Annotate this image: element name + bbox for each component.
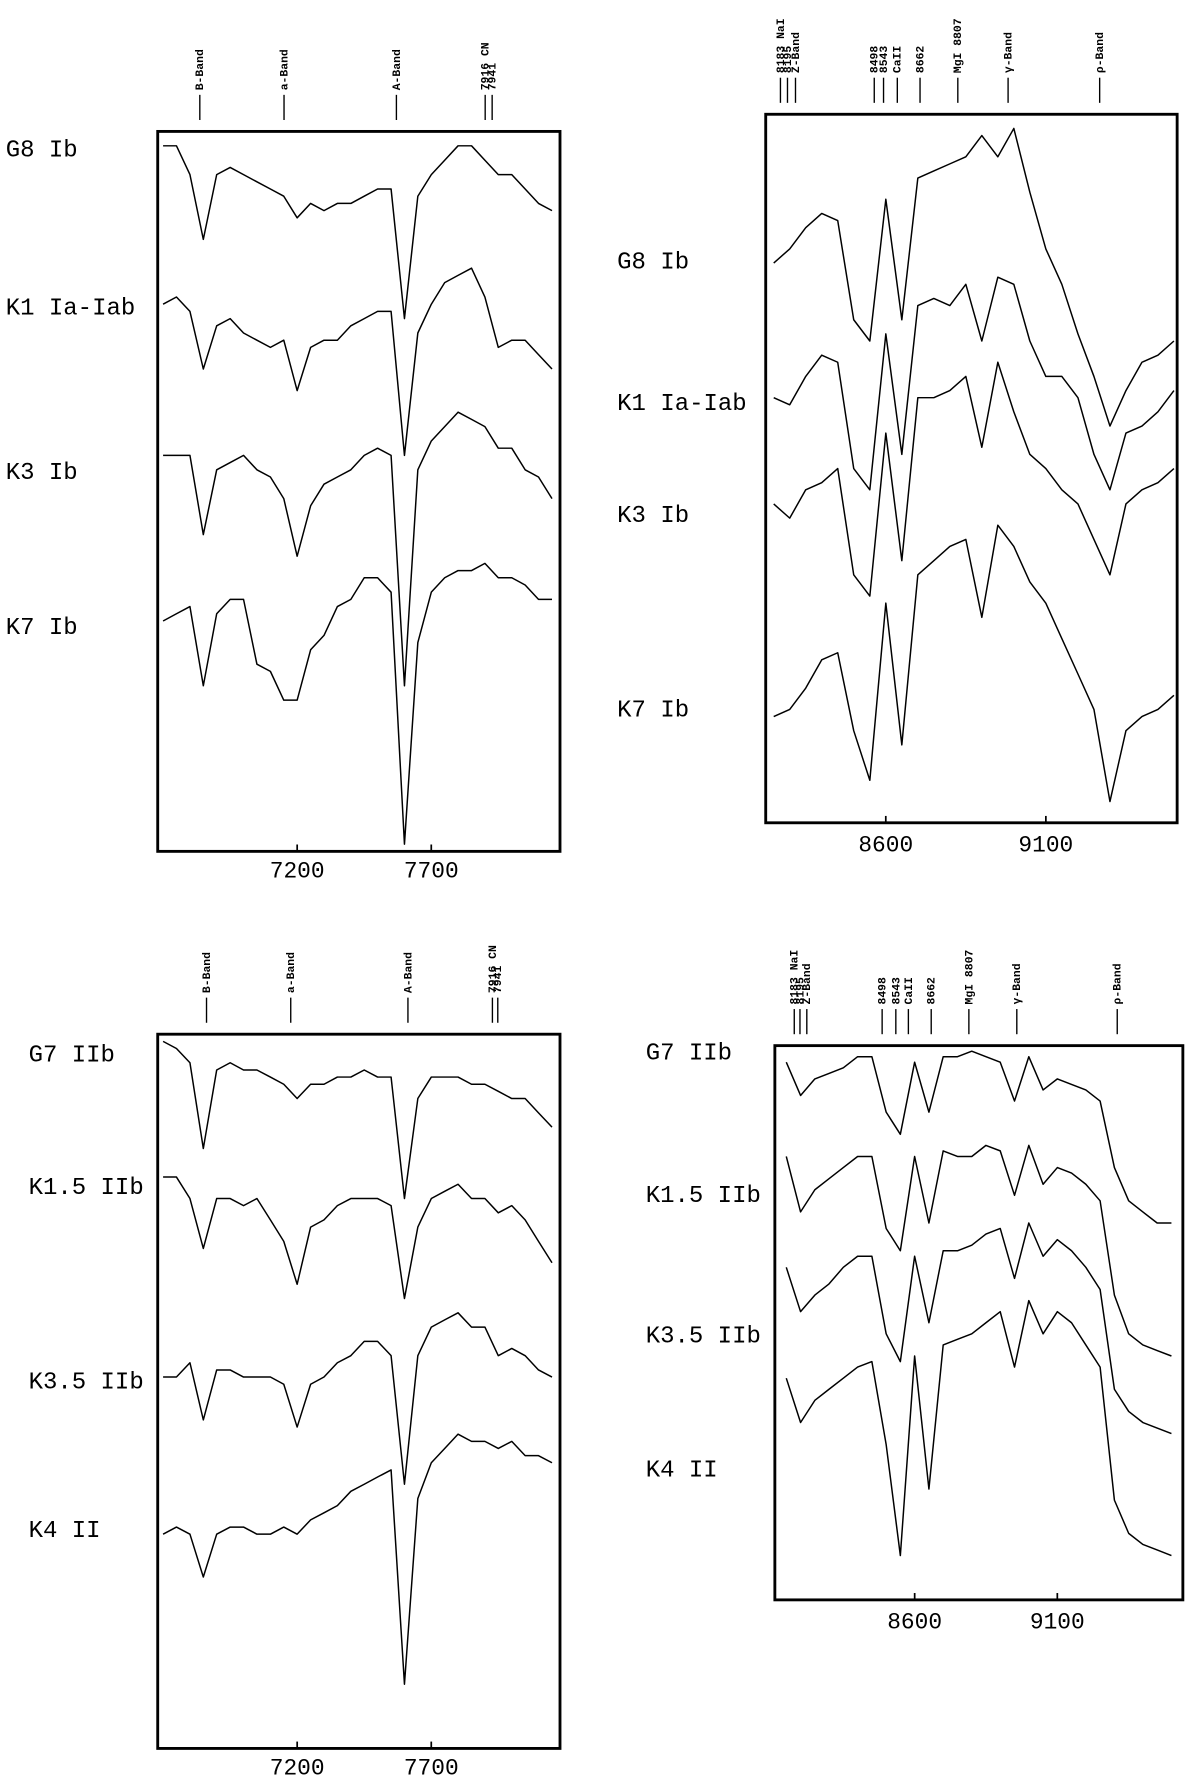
feature-label: ρ-Band xyxy=(1094,32,1107,73)
feature-label: 8543 xyxy=(878,46,891,74)
plot-frame xyxy=(156,1032,562,1750)
spectrum-label: G7 IIb xyxy=(646,1040,732,1067)
spectrum xyxy=(785,1222,1172,1435)
spectrum xyxy=(785,1050,1172,1224)
feature-label: A-Band xyxy=(402,952,415,993)
x-tick-label: 8600 xyxy=(858,832,913,858)
feature-label: 8662 xyxy=(914,46,927,74)
feature-label: 8498 xyxy=(877,977,890,1005)
feature-label: Z-Band xyxy=(801,963,814,1004)
feature-label: B-Band xyxy=(194,49,207,90)
x-tick-label: 7200 xyxy=(270,859,325,885)
spectrum xyxy=(162,562,552,845)
x-tick-label: 8600 xyxy=(887,1609,942,1635)
feature-label: A-Band xyxy=(391,49,404,90)
x-tick-label: 7700 xyxy=(404,1756,459,1782)
feature-label: CaII xyxy=(892,46,905,73)
feature-label: 8662 xyxy=(926,977,939,1005)
spectrum-label: K1 Ia-Iab xyxy=(617,391,747,418)
x-tick-label: 7700 xyxy=(404,859,459,885)
feature-label: 8183 NaI xyxy=(789,950,802,1005)
feature-label: a-Band xyxy=(278,49,291,90)
feature-label: 8498 xyxy=(869,46,882,74)
spectrum-label: K1.5 IIb xyxy=(29,1175,144,1202)
spectrum xyxy=(162,1433,553,1685)
feature-label: 7941 xyxy=(487,63,500,91)
spectrum xyxy=(773,361,1175,597)
spectrum xyxy=(773,127,1175,427)
feature-label: Z-Band xyxy=(790,32,803,73)
x-tick-label: 7200 xyxy=(270,1756,325,1782)
spectrum-label: K1 Ia-Iab xyxy=(6,295,136,322)
x-tick-label: 9100 xyxy=(1030,1609,1085,1635)
plot-frame xyxy=(764,112,1179,825)
plot-frame xyxy=(156,129,562,853)
spectrum-label: G7 IIb xyxy=(29,1043,115,1070)
feature-label: 7941 xyxy=(492,966,505,994)
spectrum xyxy=(163,1176,553,1300)
spectrum xyxy=(163,145,553,320)
spectrum-label: K7 Ib xyxy=(6,615,78,642)
spectrum xyxy=(785,1144,1172,1357)
spectrum-label: K3.5 IIb xyxy=(646,1324,761,1351)
feature-label: a-Band xyxy=(285,952,298,993)
spectrum-label: K3.5 IIb xyxy=(29,1369,144,1396)
spectrum xyxy=(162,1040,553,1200)
feature-label: 8543 xyxy=(890,977,903,1005)
feature-label: 8195 xyxy=(794,977,807,1005)
spectrum-label: G8 Ib xyxy=(617,250,689,277)
feature-label: B-Band xyxy=(201,952,214,993)
spectrum xyxy=(773,276,1175,491)
spectrum-label: K3 Ib xyxy=(6,460,78,487)
spectrum xyxy=(162,267,553,457)
spectrum xyxy=(785,1299,1172,1557)
spectrum-label: K1.5 IIb xyxy=(646,1183,761,1210)
feature-label: γ-Band xyxy=(1011,963,1024,1004)
spectrum xyxy=(163,411,553,687)
spectrum-label: K4 II xyxy=(646,1457,718,1484)
feature-label: 7916 CN xyxy=(480,42,493,90)
feature-label: 7916 CN xyxy=(487,945,500,993)
spectrum-label: K3 Ib xyxy=(617,503,689,530)
feature-label: ρ-Band xyxy=(1112,963,1125,1004)
plot-frame xyxy=(773,1044,1185,1602)
feature-label: 8195 xyxy=(782,46,795,74)
feature-label: CaII xyxy=(903,977,916,1004)
x-tick-label: 9100 xyxy=(1018,832,1073,858)
spectrum xyxy=(163,1312,553,1485)
spectrum-label: G8 Ib xyxy=(6,138,78,165)
spectrum xyxy=(773,524,1175,803)
feature-label: MgI 8807 xyxy=(963,950,976,1005)
spectrum-label: K4 II xyxy=(29,1518,101,1545)
feature-label: MgI 8807 xyxy=(952,18,965,73)
feature-label: γ-Band xyxy=(1003,32,1016,73)
spectrum-label: K7 Ib xyxy=(617,698,689,725)
feature-label: 8183 NaI xyxy=(775,18,788,73)
